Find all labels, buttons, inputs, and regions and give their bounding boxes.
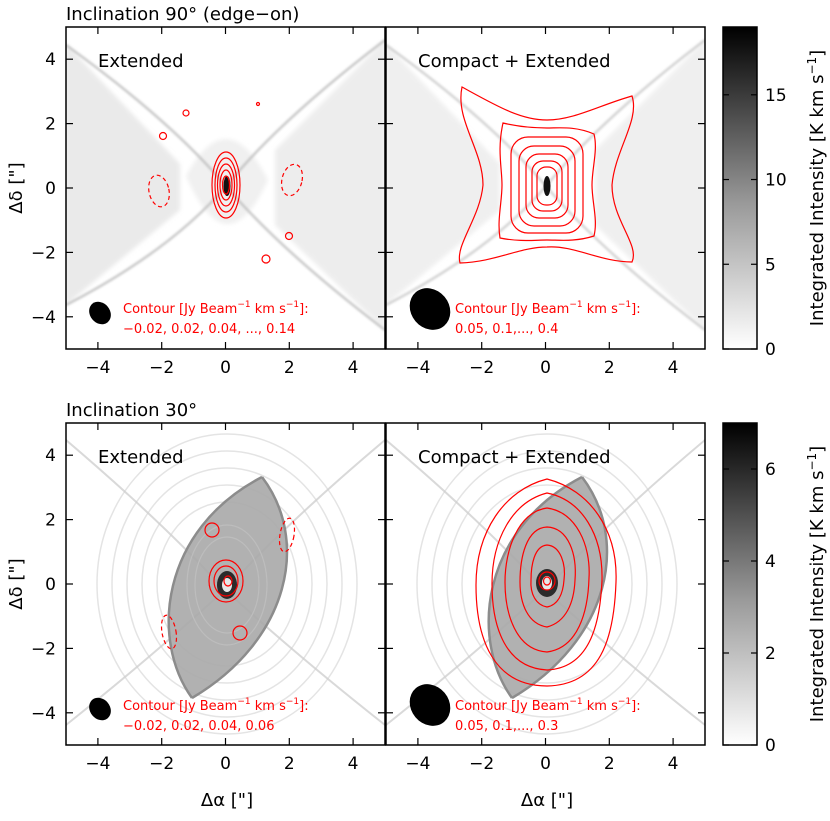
row2-title: Inclination 30° <box>66 400 197 421</box>
axis-ticks: −4 −2 0 2 4 −4 −2 0 2 4 −4 −2 0 2 4 −4 −2 0 2 4 −4 −2 0 2 4 −4 −2 0… <box>31 27 705 774</box>
contour-title: Contour [Jy Beam−1 km s−1]: <box>123 697 309 714</box>
xlabel-right: Δα ["] <box>521 790 573 811</box>
x-tick-label: 0 <box>540 358 551 378</box>
x-tick-label: 4 <box>668 358 679 378</box>
y-tick-label: 2 <box>45 511 56 531</box>
colorbar-gradient <box>722 422 758 746</box>
panel-label: Extended <box>98 447 184 468</box>
image-disk <box>543 176 551 196</box>
beam-ellipse <box>409 684 451 726</box>
x-tick-label: 4 <box>348 358 359 378</box>
contour-levels: −0.02, 0.02, 0.04, 0.06 <box>123 719 274 734</box>
colorbar-gradient <box>722 26 758 350</box>
contour-levels: 0.05, 0.1,..., 0.3 <box>455 719 558 734</box>
image-rings <box>96 433 358 735</box>
x-tick-label: 0 <box>220 754 231 774</box>
panel-row1-extended: Extended Contour [Jy Beam−1 km s−1]: −0.… <box>65 26 386 350</box>
x-tick-label: 4 <box>348 754 359 774</box>
x-tick-label: 2 <box>284 754 295 774</box>
colorbar-tick-label: 6 <box>765 460 776 480</box>
x-tick-label: −2 <box>149 358 174 378</box>
colorbar-tick-label: 0 <box>765 736 776 756</box>
contours <box>475 478 617 687</box>
colorbar-label: Integrated Intensity [K km s−1] <box>805 446 828 722</box>
contour-levels: −0.02, 0.02, 0.04, ..., 0.14 <box>123 322 295 337</box>
x-tick-label: 2 <box>604 754 615 774</box>
beam-ellipse <box>89 697 111 721</box>
y-tick-label: −2 <box>31 639 56 659</box>
contours <box>148 101 304 264</box>
x-tick-label: −2 <box>469 358 494 378</box>
xlabel-left: Δα ["] <box>201 790 253 811</box>
colorbar-tick-label: 2 <box>765 644 776 664</box>
x-tick-label: −4 <box>85 754 110 774</box>
contour-title: Contour [Jy Beam−1 km s−1]: <box>455 697 641 714</box>
colorbar-tick-label: 4 <box>765 552 776 572</box>
row1-title: Inclination 90° (edge−on) <box>66 4 299 25</box>
x-tick-label: 0 <box>220 358 231 378</box>
colorbar-tick-label: 0 <box>765 340 776 360</box>
y-tick-label: −4 <box>31 308 56 328</box>
y-tick-label: −4 <box>31 704 56 724</box>
panel-label: Compact + Extended <box>418 51 611 72</box>
colorbar-tick-label: 10 <box>765 171 787 191</box>
y-tick-label: 4 <box>45 446 56 466</box>
ylabel-row2: Δδ ["] <box>6 558 27 609</box>
colorbar-row1: 0 5 10 15 Integrated Intensity [K km s−1] <box>722 26 828 360</box>
contour-title: Contour [Jy Beam−1 km s−1]: <box>123 300 309 317</box>
x-tick-label: 4 <box>668 754 679 774</box>
x-tick-label: −4 <box>85 358 110 378</box>
colorbar-row2: 0 2 4 6 Integrated Intensity [K km s−1] <box>722 422 828 756</box>
y-tick-label: 0 <box>45 575 56 595</box>
colorbar-label: Integrated Intensity [K km s−1] <box>805 50 828 326</box>
panel-row2-compact-extended: Compact + Extended Contour [Jy Beam−1 km… <box>385 422 706 746</box>
x-tick-label: −2 <box>469 754 494 774</box>
x-tick-label: 0 <box>540 754 551 774</box>
contours <box>458 86 635 264</box>
beam-ellipse <box>409 288 451 330</box>
colorbar-tick-label: 15 <box>765 86 787 106</box>
x-tick-label: −4 <box>405 358 430 378</box>
x-tick-label: 2 <box>284 358 295 378</box>
y-tick-label: 4 <box>45 50 56 70</box>
colorbar-tick-label: 5 <box>765 255 776 275</box>
image-rings <box>416 433 678 735</box>
contour-title: Contour [Jy Beam−1 km s−1]: <box>455 300 641 317</box>
contour-levels: 0.05, 0.1,..., 0.4 <box>455 322 558 337</box>
panel-label: Extended <box>98 51 184 72</box>
x-tick-label: −2 <box>149 754 174 774</box>
panel-row1-compact-extended: Compact + Extended Contour [Jy Beam−1 km… <box>385 26 706 350</box>
y-tick-label: 2 <box>45 115 56 135</box>
image-bipolar-cavity <box>386 40 705 330</box>
contours <box>160 517 296 650</box>
y-tick-label: −2 <box>31 243 56 263</box>
beam-ellipse <box>89 301 111 325</box>
x-tick-label: 2 <box>604 358 615 378</box>
ylabel-row1: Δδ ["] <box>6 162 27 213</box>
x-tick-label: −4 <box>405 754 430 774</box>
panel-row2-extended: Extended Contour [Jy Beam−1 km s−1]: −0.… <box>65 422 386 746</box>
panel-label: Compact + Extended <box>418 447 611 468</box>
y-tick-label: 0 <box>45 179 56 199</box>
